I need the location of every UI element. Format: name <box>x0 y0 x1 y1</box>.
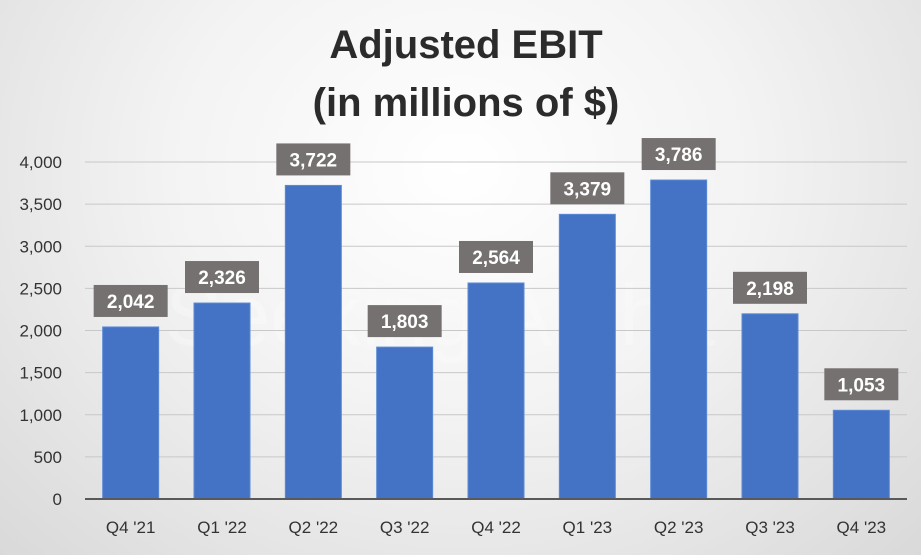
data-label: 3,786 <box>655 145 703 166</box>
data-label: 2,042 <box>107 292 155 313</box>
data-label-box <box>276 143 351 176</box>
bar <box>558 213 616 500</box>
data-label-box <box>550 172 625 205</box>
data-label-box <box>824 368 899 401</box>
bars <box>102 179 890 500</box>
data-labels: 2,042 2,326 3,722 1,803 2,564 3,379 3,786 2,198… <box>93 138 899 401</box>
y-tick-label: 3,500 <box>19 195 62 214</box>
data-label-box <box>185 261 259 294</box>
chart-title-line-1: Adjusted EBIT <box>329 23 602 67</box>
y-tick-label: 1,500 <box>19 364 62 383</box>
x-tick-label: Q4 '23 <box>837 518 887 537</box>
data-label-box <box>641 138 716 171</box>
bar <box>284 184 342 500</box>
bar <box>376 346 434 500</box>
data-label-box <box>367 305 442 338</box>
x-tick-label: Q2 '22 <box>289 518 339 537</box>
y-tick-label: 2,500 <box>19 279 62 298</box>
data-label: 3,379 <box>564 179 612 200</box>
y-tick-label: 4,000 <box>19 153 62 172</box>
y-tick-label: 0 <box>53 490 62 509</box>
chart-title-line-2: (in millions of $) <box>313 81 620 125</box>
data-label: 1,803 <box>381 312 429 333</box>
y-axis-tick-labels: 0 500 1,000 1,500 2,000 2,500 3,000 3,500 4,000 <box>19 153 62 509</box>
bar <box>741 313 799 500</box>
x-tick-label: Q3 '22 <box>380 518 430 537</box>
data-label: 2,326 <box>198 268 246 289</box>
bar <box>102 326 160 500</box>
data-label: 1,053 <box>838 375 886 396</box>
x-tick-label: Q4 '22 <box>471 518 521 537</box>
data-label-box <box>459 240 533 273</box>
x-tick-label: Q4 '21 <box>106 518 156 537</box>
data-label-box <box>93 284 168 317</box>
x-tick-label: Q1 '23 <box>563 518 613 537</box>
y-tick-label: 500 <box>34 448 62 467</box>
data-label: 2,564 <box>472 248 520 269</box>
bar <box>467 282 525 500</box>
data-label-box <box>733 271 807 304</box>
x-tick-label: Q1 '22 <box>197 518 247 537</box>
y-tick-label: 3,000 <box>19 237 62 256</box>
x-tick-label: Q3 '23 <box>745 518 795 537</box>
bar <box>193 302 251 500</box>
data-label: 2,198 <box>746 279 794 300</box>
y-tick-label: 2,000 <box>19 322 62 341</box>
x-tick-label: Q2 '23 <box>654 518 704 537</box>
bar <box>650 179 708 500</box>
y-tick-label: 1,000 <box>19 406 62 425</box>
bar <box>832 409 890 500</box>
data-label: 3,722 <box>290 150 338 171</box>
x-axis-tick-labels: Q4 '21 Q1 '22 Q2 '22 Q3 '22 Q4 '22 Q1 '23 Q2 '… <box>106 518 886 537</box>
